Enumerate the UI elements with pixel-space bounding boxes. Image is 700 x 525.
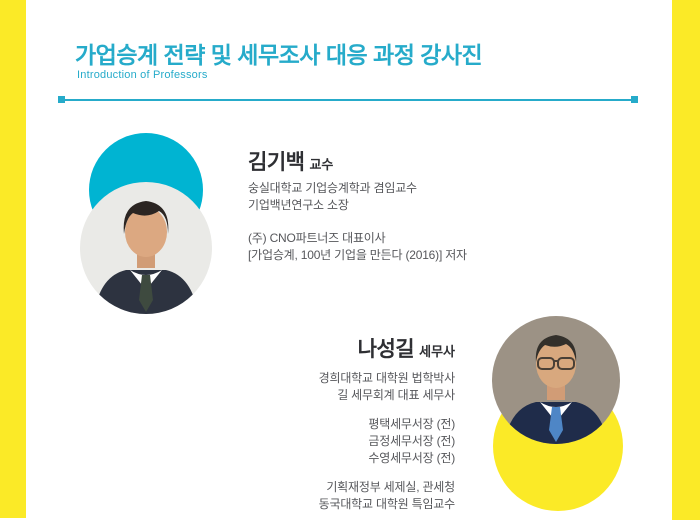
professor-1-portrait-image: [80, 182, 212, 314]
bio-line: 기업백년연구소 소장: [248, 198, 349, 212]
page-subtitle: Introduction of Professors: [77, 69, 208, 81]
professor-1-name-row: 김기백 교수: [248, 146, 333, 176]
bio-line: 경희대학교 대학원 법학박사: [318, 371, 456, 385]
bio-line: 기획재정부 세제실, 관세청: [326, 480, 455, 494]
professor-2-portrait-image: [492, 316, 620, 444]
professor-2-role: 세무사: [419, 344, 455, 359]
divider-cap-left: [58, 96, 65, 103]
bio-line: 금정세무서장 (전): [368, 434, 455, 448]
professor-1-photo-group: [80, 133, 212, 314]
right-accent-bar: [672, 0, 700, 520]
bio-group: 숭실대학교 기업승계학과 겸임교수 기업백년연구소 소장: [248, 180, 467, 214]
bio-line: [가업승계, 100년 기업을 만든다 (2016)] 저자: [248, 248, 467, 262]
page-title: 가업승계 전략 및 세무조사 대응 과정 강사진: [75, 42, 483, 68]
bio-line: 수영세무서장 (전): [368, 451, 455, 465]
bio-group: 평택세무서장 (전) 금정세무서장 (전) 수영세무서장 (전): [100, 416, 455, 467]
bio-line: (주) CNO파트너즈 대표이사: [248, 231, 386, 245]
professor-1-bio: 숭실대학교 기업승계학과 겸임교수 기업백년연구소 소장 (주) CNO파트너즈…: [248, 180, 467, 280]
bio-line: 동국대학교 대학원 특임교수: [318, 497, 456, 511]
divider-line: [58, 96, 638, 103]
professor-1-role: 교수: [309, 157, 334, 172]
bio-group: 기획재정부 세제실, 관세청 동국대학교 대학원 특임교수: [100, 479, 456, 513]
bio-group: 경희대학교 대학원 법학박사 길 세무회계 대표 세무사: [100, 370, 456, 404]
bio-line: 숭실대학교 기업승계학과 겸임교수: [248, 181, 417, 195]
bio-line: 평택세무서장 (전): [368, 417, 455, 431]
left-accent-bar: [0, 0, 26, 518]
bio-line: 길 세무회계 대표 세무사: [337, 388, 455, 402]
professor-2-photo-group: [492, 316, 623, 511]
professor-1-portrait: [80, 182, 212, 314]
bio-group: (주) CNO파트너즈 대표이사 [가업승계, 100년 기업을 만든다 (20…: [248, 230, 467, 264]
professor-2-name: 나성길: [357, 338, 415, 361]
professor-1-name: 김기백: [248, 151, 305, 174]
professor-2-portrait: [492, 316, 620, 444]
divider-cap-right: [631, 96, 638, 103]
professor-2-name-row: 나성길 세무사: [100, 333, 455, 363]
professor-2-bio: 경희대학교 대학원 법학박사 길 세무회계 대표 세무사 평택세무서장 (전) …: [100, 370, 456, 525]
